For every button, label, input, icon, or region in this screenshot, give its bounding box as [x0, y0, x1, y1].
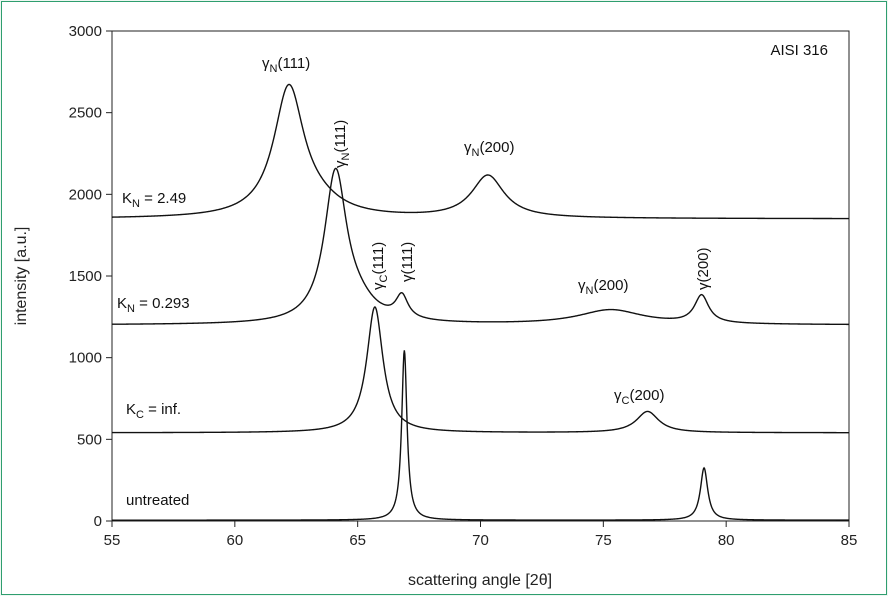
plot-area [111, 30, 850, 522]
y-axis-title: intensity [a.u.] [13, 227, 30, 326]
series-label-kn-249: KN = 2.49 [122, 190, 186, 210]
series-untreated-line [112, 350, 849, 521]
y-tick-label: 500 [77, 431, 102, 448]
series-label-kn-0293: KN = 0.293 [117, 295, 190, 315]
material-label: AISI 316 [770, 42, 828, 59]
x-tick-label: 60 [226, 532, 243, 549]
x-tick-label: 80 [718, 532, 735, 549]
annotation-gamma-n-200-a: γN(200) [464, 139, 514, 159]
y-tick-label: 1000 [69, 350, 102, 367]
series-kc-inf-line [112, 306, 849, 434]
series-kn-249-line [111, 83, 849, 220]
x-tick-label: 55 [104, 532, 121, 549]
y-tick-label: 2000 [69, 186, 102, 203]
series-label-kc-inf: KC = inf. [126, 401, 181, 421]
y-tick-label: 3000 [69, 23, 102, 40]
x-tick-label: 70 [472, 532, 489, 549]
y-tick-label: 1500 [69, 268, 102, 285]
x-tick-label: 85 [841, 532, 858, 549]
x-tick-label: 75 [595, 532, 612, 549]
annotation-gamma-c-200: γC(200) [614, 387, 664, 407]
series-lines [111, 83, 849, 521]
series-label-untreated: untreated [126, 492, 189, 509]
series-kn-0293-line [112, 167, 849, 326]
y-axis: 0 500 1000 1500 2000 2500 3000 [69, 23, 112, 530]
annotation-gamma-200: γ(200) [695, 247, 712, 290]
annotation-gamma-c-111: γC(111) [370, 242, 390, 290]
x-axis: 55 60 65 70 75 80 85 [104, 521, 858, 549]
annotation-gamma-n-111-a: γN(111) [262, 55, 310, 75]
annotation-gamma-111: γ(111) [399, 242, 416, 282]
y-tick-label: 0 [94, 513, 102, 530]
annotation-gamma-n-111-b: γN(111) [332, 120, 352, 168]
y-tick-label: 2500 [69, 105, 102, 122]
x-axis-title: scattering angle [2θ] [408, 572, 552, 589]
annotation-gamma-n-200-b: γN(200) [578, 277, 628, 297]
x-tick-label: 65 [349, 532, 366, 549]
